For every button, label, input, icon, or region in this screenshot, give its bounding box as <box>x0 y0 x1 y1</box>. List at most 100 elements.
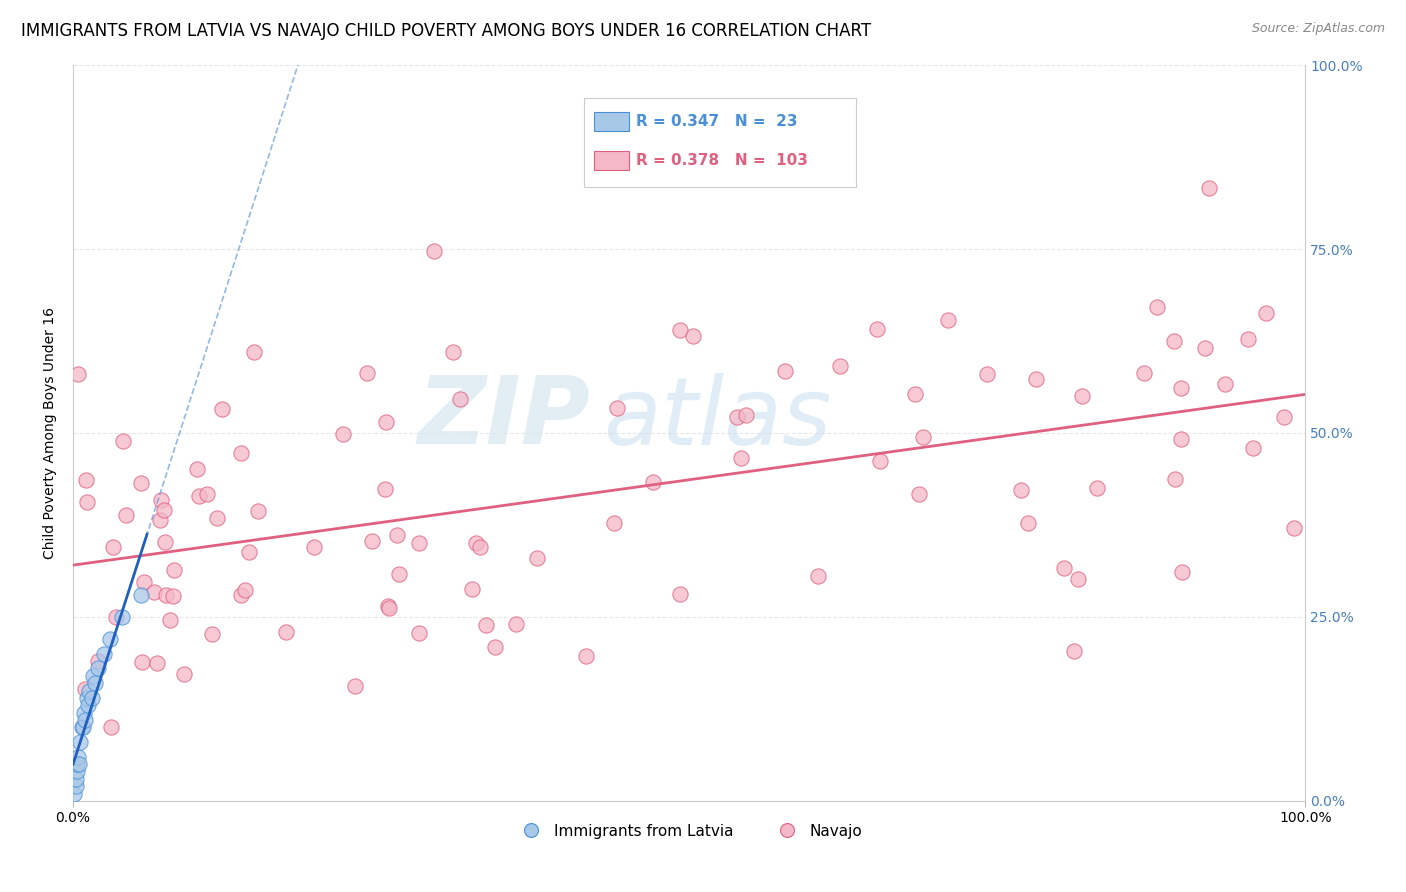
Point <box>669 323 692 337</box>
Point <box>100 720 122 734</box>
Point <box>75 473 97 487</box>
Y-axis label: Child Poverty Among Boys Under 16: Child Poverty Among Boys Under 16 <box>44 307 58 559</box>
Point <box>247 504 270 518</box>
Point <box>603 516 626 530</box>
Point <box>75 713 97 727</box>
Point <box>387 527 409 541</box>
Point <box>1063 643 1085 657</box>
Point <box>63 787 86 801</box>
Point <box>1170 381 1192 395</box>
Point <box>465 536 488 550</box>
Point <box>725 410 748 425</box>
Point <box>423 244 446 258</box>
Point <box>69 735 91 749</box>
Text: IMMIGRANTS FROM LATVIA VS NAVAJO CHILD POVERTY AMONG BOYS UNDER 16 CORRELATION C: IMMIGRANTS FROM LATVIA VS NAVAJO CHILD P… <box>21 22 872 40</box>
Point <box>575 648 598 663</box>
Point <box>66 367 89 381</box>
Point <box>505 616 527 631</box>
Point <box>302 540 325 554</box>
Point <box>187 489 209 503</box>
Point <box>65 779 87 793</box>
Point <box>104 609 127 624</box>
Point <box>82 669 104 683</box>
Point <box>1017 516 1039 531</box>
Point <box>173 667 195 681</box>
Point <box>1132 366 1154 380</box>
Point <box>1066 572 1088 586</box>
Point <box>936 313 959 327</box>
Point <box>911 430 934 444</box>
Point <box>87 661 110 675</box>
Point <box>129 588 152 602</box>
Point <box>356 366 378 380</box>
Point <box>98 632 121 646</box>
Point <box>374 415 396 429</box>
Point <box>641 475 664 489</box>
Text: Source: ZipAtlas.com: Source: ZipAtlas.com <box>1251 22 1385 36</box>
Point <box>1052 561 1074 575</box>
Point <box>231 588 253 602</box>
Point <box>773 364 796 378</box>
Point <box>475 617 498 632</box>
Point <box>211 401 233 416</box>
Point <box>1164 472 1187 486</box>
Point <box>111 434 134 449</box>
Point <box>484 640 506 655</box>
Point <box>207 511 229 525</box>
Point <box>201 626 224 640</box>
Point <box>163 563 186 577</box>
Point <box>153 502 176 516</box>
Point <box>1163 334 1185 348</box>
Point <box>148 513 170 527</box>
Bar <box>595 112 628 131</box>
Point <box>361 534 384 549</box>
Point <box>67 757 90 772</box>
Point <box>162 589 184 603</box>
Point <box>388 566 411 581</box>
Point <box>77 698 100 713</box>
Point <box>1085 481 1108 495</box>
Point <box>65 772 87 786</box>
Point <box>807 568 830 582</box>
Point <box>72 720 94 734</box>
Text: atlas: atlas <box>603 373 831 464</box>
Point <box>150 493 173 508</box>
Point <box>129 475 152 490</box>
Point <box>159 613 181 627</box>
Point <box>1198 180 1220 194</box>
Point <box>526 550 548 565</box>
Point <box>238 545 260 559</box>
Point <box>408 536 430 550</box>
Point <box>1213 377 1236 392</box>
Point <box>1237 332 1260 346</box>
Point <box>131 655 153 669</box>
Point <box>377 599 399 614</box>
Point <box>76 495 98 509</box>
Point <box>70 720 93 734</box>
Point <box>734 408 756 422</box>
Text: R = 0.378   N =  103: R = 0.378 N = 103 <box>637 153 808 169</box>
Point <box>441 345 464 359</box>
Point <box>1282 521 1305 535</box>
Point <box>132 575 155 590</box>
Point <box>73 706 96 720</box>
Point <box>976 367 998 381</box>
Point <box>66 757 89 772</box>
Text: ZIP: ZIP <box>418 372 591 464</box>
Point <box>186 462 208 476</box>
Point <box>869 454 891 468</box>
Point <box>1241 441 1264 455</box>
Point <box>669 587 692 601</box>
Point <box>904 387 927 401</box>
Text: R = 0.347   N =  23: R = 0.347 N = 23 <box>637 114 797 129</box>
Point <box>76 690 98 705</box>
Point <box>155 588 177 602</box>
Point <box>111 610 134 624</box>
Point <box>606 401 628 416</box>
Point <box>115 508 138 522</box>
Point <box>231 446 253 460</box>
Point <box>1071 389 1094 403</box>
Point <box>195 487 218 501</box>
Point <box>1171 565 1194 579</box>
Point <box>450 392 472 406</box>
